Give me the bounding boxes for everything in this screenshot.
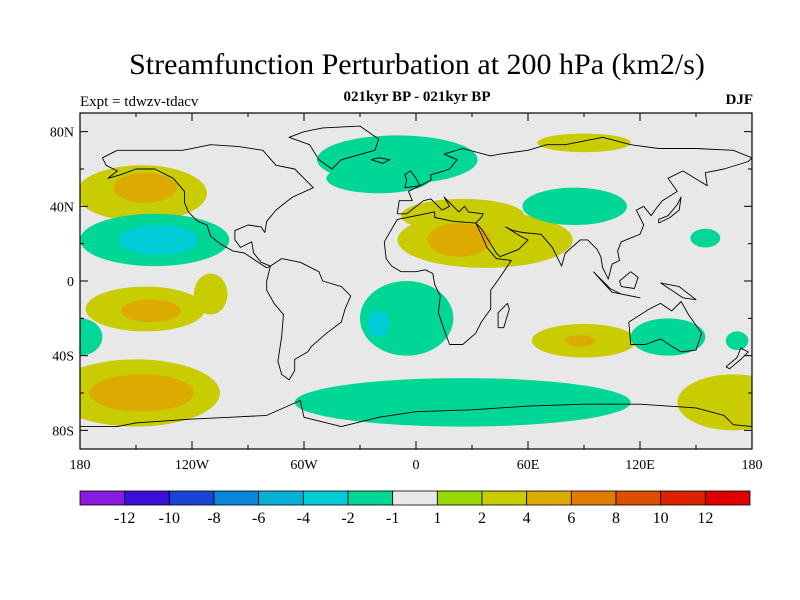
colorbar-label: -4	[297, 510, 310, 527]
coastlines	[80, 125, 752, 428]
north-america-coast	[101, 144, 314, 269]
region-west-pacific-negative	[690, 228, 721, 248]
colorbar-box	[481, 490, 528, 506]
colorbar-box	[213, 490, 260, 506]
experiment-label: Expt = tdwzv-tdacv	[80, 94, 199, 110]
colorbar-label: -2	[341, 510, 354, 527]
chart-title: Streamfunction Perturbation at 200 hPa (…	[129, 48, 705, 81]
japan-coast	[658, 196, 682, 224]
x-tick-label: 60E	[517, 458, 540, 473]
colorbar-box	[302, 490, 349, 506]
y-tick-label: 40S	[52, 350, 74, 365]
region-southern-ocean-negative	[294, 378, 631, 427]
colorbar-box	[570, 490, 617, 506]
colorbar-box	[168, 490, 215, 506]
colorbar-label: 2	[478, 510, 486, 527]
colorbar-label: 8	[612, 510, 620, 527]
colorbar-box	[258, 490, 304, 506]
region-southwest-pacific-positive	[677, 374, 752, 431]
eurasia-coast	[396, 136, 752, 280]
x-tick-label: 60W	[290, 458, 318, 473]
region-southern-pacific-positive-core	[89, 374, 194, 412]
region-west-pacific-negative-edge	[80, 318, 103, 356]
colorbar-box	[79, 490, 126, 506]
region-south-pacific-positive-core	[121, 299, 181, 323]
colorbar-box	[704, 490, 751, 506]
colorbar-label: 6	[567, 510, 575, 527]
colorbar-label: -6	[252, 510, 265, 527]
south-america-coast	[266, 258, 352, 381]
borneo-coast	[619, 271, 639, 289]
greenland-coast	[288, 125, 380, 170]
region-arctic-asia-positive	[537, 133, 631, 153]
x-tick-label: 120E	[625, 458, 655, 473]
region-indian-ocean-positive-core	[565, 335, 596, 347]
x-tick-label: 180	[70, 458, 91, 473]
australia-coast	[628, 301, 703, 353]
region-south-atlantic-negative-core	[367, 310, 390, 337]
colorbar-box	[347, 490, 394, 506]
colorbar-label: -1	[386, 510, 399, 527]
y-tick-label: 80S	[52, 424, 74, 439]
region-siberia-negative	[522, 187, 627, 225]
colorbar-box	[660, 490, 706, 506]
region-east-australia-negative	[725, 331, 749, 351]
x-tick-label: 0	[413, 458, 420, 473]
colorbar-box	[124, 490, 170, 506]
region-south-atlantic-negative	[360, 281, 454, 356]
colorbar: -12 -10 -8 -6 -4 -2 -1 1 2 4 6 8 10 12	[79, 490, 751, 527]
colorbar-label: 12	[697, 510, 713, 527]
region-east-pacific-positive	[193, 273, 228, 315]
british-isles-coast	[404, 170, 421, 189]
colorbar-box	[526, 490, 572, 506]
y-tick-label: 80N	[50, 126, 74, 141]
chart-subtitle: 021kyr BP - 021kyr BP	[343, 89, 491, 105]
madagascar-coast	[497, 302, 510, 329]
new-guinea-coast	[660, 282, 697, 301]
region-north-pacific-positive-core	[113, 172, 178, 203]
iceland-coast	[371, 157, 391, 164]
colorbar-box	[615, 490, 662, 506]
colorbar-box	[436, 490, 483, 506]
y-tick-label: 0	[67, 275, 74, 290]
antarctica-coast	[80, 400, 752, 428]
season-label: DJF	[725, 92, 754, 108]
x-tick-label: 120W	[175, 458, 210, 473]
indonesia-coast	[592, 271, 641, 299]
colorbar-label: -12	[114, 510, 135, 527]
africa-coast	[383, 211, 512, 345]
y-tick-label: 40N	[50, 200, 74, 215]
region-north-africa-positive-core	[427, 223, 491, 257]
region-northeast-pacific-negative-core	[119, 225, 198, 255]
colorbar-label: -10	[159, 510, 180, 527]
new-zealand-coast	[725, 347, 749, 370]
x-tick-label: 180	[742, 458, 763, 473]
region-australia-negative	[630, 318, 706, 356]
colorbar-label: -8	[207, 510, 220, 527]
region-north-atlantic-negative	[326, 163, 431, 194]
colorbar-label: 4	[523, 510, 531, 527]
colorbar-label: 1	[433, 510, 441, 527]
colorbar-label: 10	[653, 510, 669, 527]
colorbar-box	[392, 490, 438, 506]
